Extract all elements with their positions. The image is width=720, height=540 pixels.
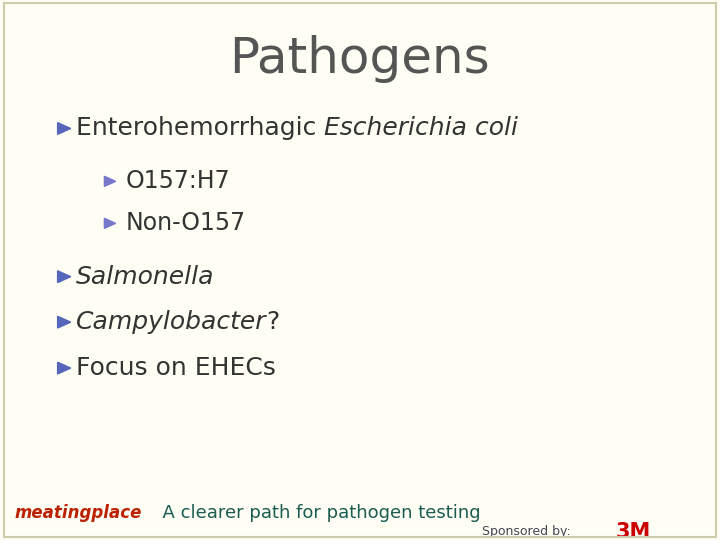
Text: O157:H7: O157:H7	[126, 170, 230, 193]
Text: Campylobacter: Campylobacter	[76, 310, 266, 334]
Text: Escherichia coli: Escherichia coli	[324, 117, 518, 140]
Text: A clearer path for pathogen testing: A clearer path for pathogen testing	[151, 504, 481, 522]
Text: Pathogens: Pathogens	[230, 35, 490, 83]
Text: Focus on EHECs: Focus on EHECs	[76, 356, 276, 380]
Text: Salmonella: Salmonella	[76, 265, 214, 289]
Polygon shape	[58, 316, 71, 328]
Polygon shape	[104, 218, 116, 228]
FancyBboxPatch shape	[0, 523, 720, 540]
Polygon shape	[58, 123, 71, 134]
Text: Enterohemorrhagic: Enterohemorrhagic	[76, 117, 324, 140]
Polygon shape	[58, 271, 71, 282]
Text: 3M: 3M	[616, 522, 651, 540]
Polygon shape	[58, 362, 71, 374]
Text: meatingplace: meatingplace	[14, 504, 142, 522]
Text: ?: ?	[266, 310, 279, 334]
Text: Non-O157: Non-O157	[126, 211, 246, 235]
Text: Sponsored by:: Sponsored by:	[482, 525, 571, 538]
Polygon shape	[104, 176, 116, 186]
